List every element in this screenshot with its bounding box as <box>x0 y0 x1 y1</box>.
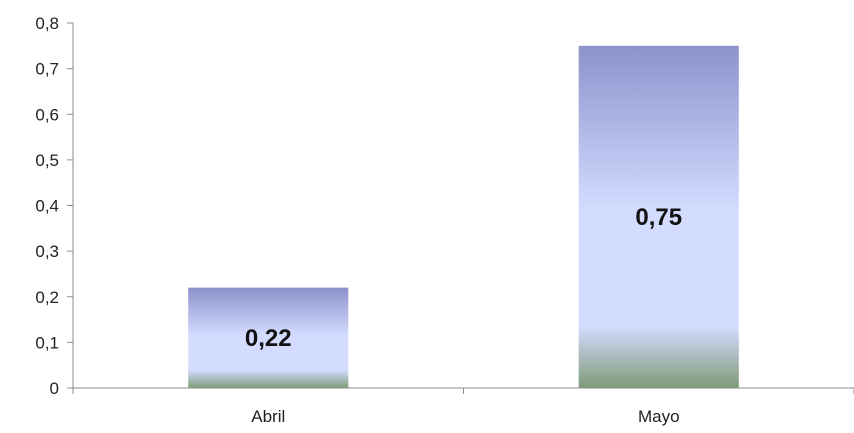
y-tick-label: 0,4 <box>35 197 59 216</box>
y-tick-label: 0,5 <box>35 151 59 170</box>
bar-abril <box>188 287 349 388</box>
y-tick-label: 0,8 <box>35 14 59 33</box>
y-tick-label: 0,7 <box>35 60 59 79</box>
y-tick-label: 0 <box>50 379 59 398</box>
bars <box>188 45 739 388</box>
data-labels: 0,22 0,75 <box>245 204 682 352</box>
bar-value-label: 0,75 <box>635 204 682 231</box>
bar-mayo <box>578 45 739 388</box>
x-category-label: Abril <box>251 407 285 426</box>
y-tick-label: 0,3 <box>35 242 59 261</box>
y-tick-label: 0,2 <box>35 288 59 307</box>
x-axis: Abril Mayo <box>72 387 854 426</box>
y-tick-label: 0,1 <box>35 333 59 352</box>
x-category-label: Mayo <box>638 407 680 426</box>
y-tick-label: 0,6 <box>35 105 59 124</box>
bar-value-label: 0,22 <box>245 325 292 352</box>
y-axis: 0 0,1 0,2 0,3 0,4 0,5 0,6 0,7 0,8 <box>35 14 74 398</box>
